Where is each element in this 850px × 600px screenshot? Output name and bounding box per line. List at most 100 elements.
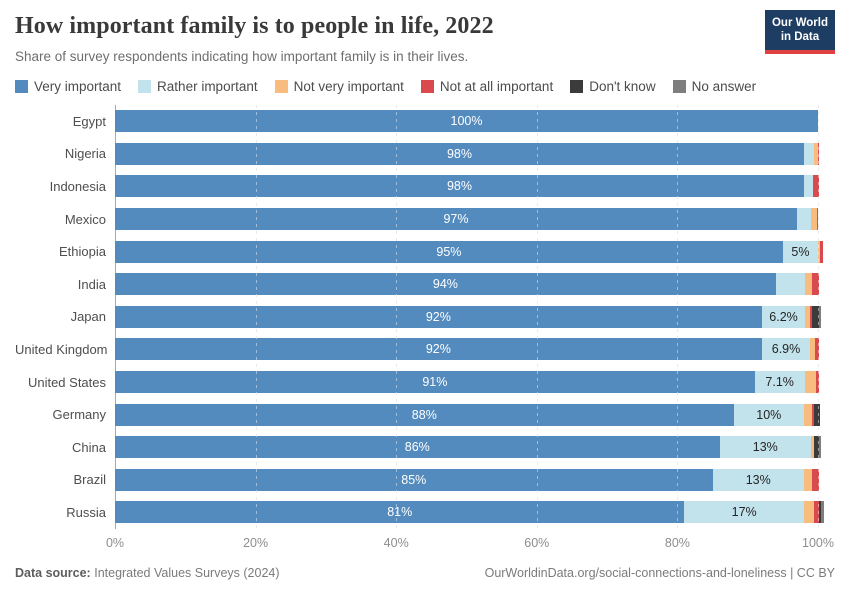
table-row: Brazil 85% 13% (15, 464, 835, 497)
country-label[interactable]: Germany (52, 407, 106, 423)
bar-segment-not_at_all[interactable] (815, 338, 819, 361)
bar-segment-not_at_all[interactable] (812, 403, 814, 426)
bar-segment-very[interactable]: 81% (115, 501, 685, 524)
legend-item-no_answer[interactable]: No answer (672, 79, 756, 94)
bar-segment-dont_know[interactable] (813, 403, 821, 426)
bar-segment-rather[interactable] (803, 175, 814, 198)
country-label[interactable]: Mexico (64, 211, 106, 227)
bar-segment-no_answer[interactable] (819, 436, 821, 459)
bar-segment-not_very[interactable] (817, 240, 820, 263)
bar-segment-not_at_all[interactable] (815, 371, 819, 394)
bar-segment-not_very[interactable] (803, 403, 813, 426)
bar-segment-very[interactable]: 85% (115, 468, 713, 491)
bar-value-label: 85% (401, 472, 427, 487)
bar-segment-not_at_all[interactable] (812, 273, 820, 296)
bar-segment-very[interactable]: 97% (115, 208, 797, 231)
stacked-bar[interactable]: 97% (115, 208, 818, 231)
legend-item-dont_know[interactable]: Don't know (570, 79, 656, 94)
bar-value-label: 6.9% (771, 342, 801, 357)
country-label[interactable]: Russia (66, 504, 106, 520)
bar-segment-dont_know[interactable] (818, 501, 822, 524)
bar-segment-rather[interactable] (796, 208, 811, 231)
bar-segment-rather[interactable] (803, 142, 815, 165)
country-label[interactable]: United Kingdom (15, 341, 108, 357)
x-tick-label: 100% (802, 535, 834, 550)
owid-logo[interactable]: Our World in Data (764, 10, 835, 54)
bar-segment-rather[interactable] (775, 273, 806, 296)
stacked-bar[interactable]: 95% 5% (115, 240, 823, 263)
bar-segment-very[interactable]: 98% (115, 175, 804, 198)
bar-segment-rather[interactable]: 5% (782, 240, 818, 263)
bar-segment-rather[interactable]: 7.1% (754, 371, 805, 394)
bar-segment-very[interactable]: 91% (115, 371, 755, 394)
stacked-bar[interactable]: 98% (115, 142, 820, 165)
legend: Very important Rather important Not very i… (15, 79, 835, 94)
bar-segment-rather[interactable]: 6.9% (761, 338, 811, 361)
bar-segment-not_at_all[interactable] (814, 501, 819, 524)
bar-segment-very[interactable]: 88% (115, 403, 734, 426)
bar-segment-not_very[interactable] (803, 501, 815, 524)
bar-value-label: 7.1% (765, 375, 794, 390)
bar-segment-dont_know[interactable] (811, 305, 819, 328)
bar-segment-not_at_all[interactable] (819, 240, 823, 263)
country-label[interactable]: Ethiopia (59, 244, 106, 260)
bar-segment-very[interactable]: 95% (115, 240, 783, 263)
legend-item-not_at_all[interactable]: Not at all important (420, 79, 553, 94)
bar-segment-not_very[interactable] (814, 142, 818, 165)
bar-segment-very[interactable]: 94% (115, 273, 776, 296)
bar-segment-not_at_all[interactable] (816, 208, 818, 231)
bar-segment-not_very[interactable] (810, 338, 816, 361)
country-label[interactable]: Brazil (73, 472, 106, 488)
bar-segment-rather[interactable]: 13% (719, 436, 811, 459)
stacked-bar[interactable]: 86% 13% (115, 436, 821, 459)
stacked-bar[interactable]: 92% 6.2% (115, 305, 822, 328)
bar-segment-not_at_all[interactable] (809, 305, 812, 328)
bar-segment-not_very[interactable] (810, 436, 815, 459)
table-row: United Kingdom 92% 6.9% (15, 333, 835, 366)
country-label[interactable]: Nigeria (64, 146, 106, 162)
bar-segment-not_very[interactable] (803, 468, 813, 491)
bar-segment-not_at_all[interactable] (817, 142, 820, 165)
stacked-bar[interactable]: 88% 10% (115, 403, 821, 426)
stacked-bar[interactable]: 98% (115, 175, 820, 198)
bar-segment-no_answer[interactable] (821, 501, 824, 524)
bar-segment-not_at_all[interactable] (812, 468, 819, 491)
bar-segment-rather[interactable]: 13% (712, 468, 804, 491)
bar-segment-not_very[interactable] (805, 273, 813, 296)
bar-segment-very[interactable]: 92% (115, 305, 762, 328)
legend-item-very[interactable]: Very important (15, 79, 121, 94)
stacked-bar[interactable]: 91% 7.1% (115, 371, 819, 394)
country-label[interactable]: Indonesia (49, 178, 106, 194)
bar-segment-very[interactable]: 100% (115, 110, 818, 133)
country-label[interactable]: India (77, 276, 106, 292)
gridline-overlay-80 (677, 105, 679, 529)
bar-segment-not_very[interactable] (805, 305, 810, 328)
bar-segment-very[interactable]: 92% (115, 338, 762, 361)
owid-license-link[interactable]: OurWorldinData.org/social-connections-an… (484, 566, 835, 580)
country-label[interactable]: Egypt (72, 113, 106, 129)
country-label[interactable]: United States (27, 374, 106, 390)
bar-segment-no_answer[interactable] (818, 305, 822, 328)
legend-item-not_very[interactable]: Not very important (274, 79, 404, 94)
table-row: Egypt 100% (15, 105, 835, 138)
stacked-bar[interactable]: 94% (115, 273, 820, 296)
bar-segment-rather[interactable]: 10% (733, 403, 804, 426)
bar-segment-very[interactable]: 86% (115, 436, 720, 459)
table-row: Germany 88% 10% (15, 398, 835, 431)
bar-segment-dont_know[interactable] (814, 436, 820, 459)
bar-segment-not_very[interactable] (804, 371, 816, 394)
bar-segment-not_very[interactable] (810, 208, 817, 231)
stacked-bar[interactable]: 81% 17% (115, 501, 824, 524)
bar-segment-rather[interactable]: 6.2% (761, 305, 806, 328)
bar-segment-rather[interactable]: 17% (684, 501, 804, 524)
bar-segment-very[interactable]: 98% (115, 142, 804, 165)
country-label[interactable]: Japan (70, 309, 106, 325)
stacked-bar[interactable]: 85% 13% (115, 468, 819, 491)
stacked-bar[interactable]: 100% (115, 110, 818, 133)
country-label[interactable]: China (72, 439, 106, 455)
bar-segment-not_at_all[interactable] (813, 175, 820, 198)
stacked-bar[interactable]: 92% 6.9% (115, 338, 819, 361)
bar-value-label: 97% (443, 212, 469, 227)
bar-value-label: 92% (425, 309, 451, 324)
legend-item-rather[interactable]: Rather important (138, 79, 258, 94)
